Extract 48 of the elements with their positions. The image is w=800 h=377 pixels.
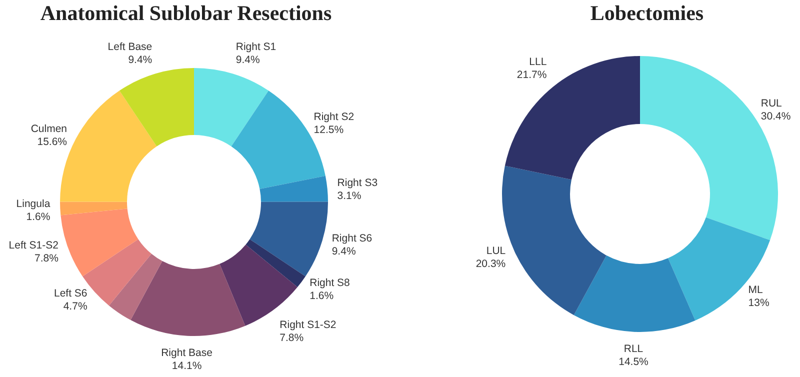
slice-label: Right S8 — [310, 276, 350, 289]
data-label: 1.6% — [26, 211, 50, 223]
donut-slice — [194, 68, 269, 146]
slice-label: Left S6 — [54, 288, 88, 300]
slice-label: LUL — [486, 245, 506, 258]
data-label: 14.1% — [172, 360, 202, 372]
donut-slice — [574, 255, 696, 332]
data-label: 7.8% — [280, 332, 304, 344]
donut-slice — [119, 68, 194, 146]
data-label: 13% — [748, 296, 770, 309]
slice-label: Culmen — [30, 123, 68, 136]
slice-label: Right S1-S2 — [280, 318, 336, 331]
slice-label: Right S6 — [332, 232, 372, 245]
slice-label: Left Base — [108, 41, 152, 54]
data-label: 3.1% — [337, 190, 362, 202]
slice-label: Right S3 — [337, 176, 378, 189]
donut-slice — [60, 208, 138, 276]
data-label: 9.4% — [128, 54, 152, 66]
data-label: 14.5% — [618, 356, 648, 368]
donut-slice — [260, 176, 328, 202]
slice-label: Right Base — [161, 346, 213, 359]
slice-label: LLL — [529, 56, 547, 68]
data-label: 12.5% — [314, 124, 344, 136]
slice-label: RLL — [624, 342, 644, 355]
data-label: 4.7% — [63, 300, 88, 313]
slice-label: Right S2 — [314, 111, 354, 124]
donut-slice — [60, 202, 128, 216]
donut-slice — [130, 261, 246, 336]
donut-slice — [504, 56, 640, 180]
data-label: 20.3% — [476, 258, 506, 270]
slice-label: RUL — [760, 98, 782, 110]
slice-label: Lingula — [16, 198, 50, 210]
data-label: 15.6% — [37, 136, 68, 148]
donut-slice — [108, 254, 162, 320]
donut-slice — [250, 202, 328, 276]
data-label: 9.4% — [332, 246, 356, 258]
donut-slice — [246, 239, 306, 288]
donut-slice — [668, 217, 770, 320]
chart-title: Lobectomies — [590, 1, 704, 25]
data-label: 21.7% — [516, 69, 547, 82]
slice-label: Right S1 — [236, 41, 276, 54]
chart-title: Anatomical Sublobar Resections — [40, 1, 332, 25]
slice-label: Left S1-S2 — [8, 240, 59, 252]
data-label: 9.4% — [236, 54, 260, 66]
data-label: 7.8% — [34, 252, 58, 265]
data-label: 1.6% — [310, 290, 334, 302]
slice-label: ML — [748, 284, 764, 296]
data-label: 30.4% — [760, 110, 791, 123]
